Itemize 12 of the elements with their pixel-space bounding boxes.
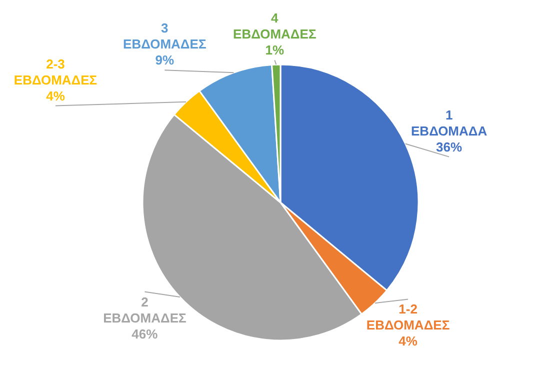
slice-label: 2 ΕΒΔΟΜΑΔΕΣ [103,294,186,326]
slice-label: 3 ΕΒΔΟΜΑΔΕΣ [123,20,206,52]
slice-label: 1-2 ΕΒΔΟΜΑΔΕΣ [366,302,450,333]
data-label: 1% [265,42,284,58]
slice-label: 2-3 ΕΒΔΟΜΑΔΕΣ [14,56,98,88]
data-label: 46% [132,326,158,342]
data-label: 4% [46,88,66,104]
slice-label: 1 ΕΒΔΟΜΑΔΑ [411,107,488,138]
data-label: 4% [398,334,418,349]
data-label: 36% [436,139,463,154]
data-label: 9% [155,52,174,68]
slice-label: 4 ΕΒΔΟΜΑΔΕΣ [233,10,316,42]
